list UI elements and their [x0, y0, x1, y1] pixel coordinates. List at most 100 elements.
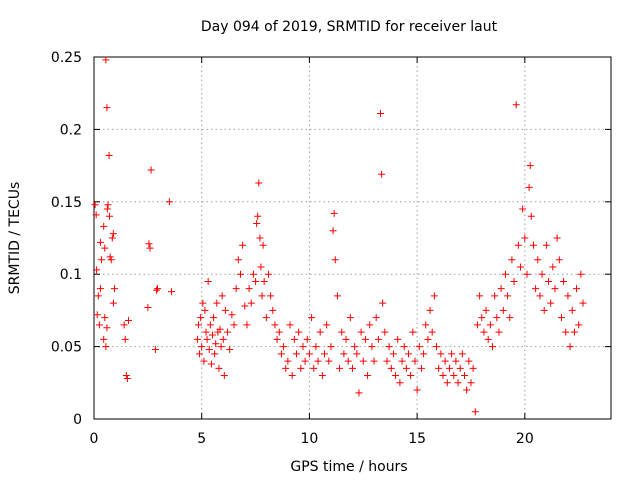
data-point	[331, 256, 339, 264]
data-point	[545, 277, 553, 285]
x-tick-label: 0	[90, 431, 99, 447]
data-point	[93, 311, 101, 319]
data-point	[284, 357, 292, 365]
data-point	[273, 335, 281, 343]
data-point	[208, 331, 216, 339]
data-point	[282, 364, 290, 372]
data-point	[197, 314, 205, 322]
data-point	[389, 350, 397, 358]
data-point	[534, 256, 542, 264]
data-point	[323, 321, 331, 329]
data-point	[107, 256, 115, 264]
data-point	[564, 292, 572, 300]
data-point	[450, 372, 458, 380]
data-point	[310, 364, 318, 372]
data-point	[200, 357, 208, 365]
data-point	[330, 209, 338, 217]
data-point	[144, 304, 152, 312]
data-point	[316, 328, 324, 336]
data-point	[383, 357, 391, 365]
data-point	[312, 343, 320, 351]
data-point	[252, 277, 260, 285]
data-point	[482, 306, 490, 314]
data-point	[94, 292, 102, 300]
data-point	[361, 335, 369, 343]
data-point	[226, 345, 234, 353]
data-point	[154, 285, 162, 293]
data-point	[372, 314, 380, 322]
data-point	[366, 321, 374, 329]
x-tick-label: 20	[516, 431, 534, 447]
data-point	[486, 321, 494, 329]
data-point	[357, 328, 365, 336]
data-point	[91, 201, 99, 209]
chart-title: Day 094 of 2019, SRMTID for receiver lau…	[201, 19, 498, 35]
data-point	[303, 335, 311, 343]
data-point	[417, 364, 425, 372]
data-point	[105, 151, 113, 159]
data-point	[103, 104, 111, 112]
data-point	[152, 286, 160, 294]
data-point	[106, 253, 114, 261]
data-point	[489, 343, 497, 351]
data-point	[213, 299, 221, 307]
data-point	[329, 227, 337, 235]
data-point	[211, 350, 219, 358]
data-point	[512, 101, 520, 109]
data-point	[318, 372, 326, 380]
data-point	[570, 328, 578, 336]
data-point	[349, 364, 356, 372]
data-point	[402, 364, 410, 372]
data-point	[262, 314, 270, 322]
data-point	[202, 328, 210, 336]
data-points	[91, 56, 587, 416]
data-point	[478, 314, 486, 322]
data-point	[193, 335, 201, 343]
data-point	[254, 212, 262, 220]
data-point	[122, 372, 130, 380]
data-point	[96, 285, 104, 293]
data-point	[476, 292, 484, 300]
data-point	[104, 201, 112, 209]
data-point	[467, 379, 475, 387]
data-point	[465, 357, 473, 365]
data-point	[232, 285, 240, 293]
data-point	[215, 364, 223, 372]
data-point	[378, 170, 386, 178]
data-point	[269, 306, 277, 314]
data-point	[297, 364, 305, 372]
data-point	[407, 372, 415, 380]
data-point	[241, 302, 249, 310]
data-point	[205, 345, 213, 353]
data-point	[257, 263, 265, 271]
data-point	[101, 314, 109, 322]
data-point	[523, 270, 531, 278]
y-tick-label: 0	[73, 412, 82, 428]
data-point	[510, 277, 518, 285]
data-point	[424, 335, 432, 343]
data-point	[336, 364, 344, 372]
data-point	[199, 299, 207, 307]
data-point	[405, 350, 413, 358]
data-point	[454, 379, 462, 387]
data-point	[256, 234, 264, 242]
data-point	[110, 285, 118, 293]
data-point	[568, 306, 576, 314]
data-point	[308, 314, 316, 322]
data-point	[280, 343, 288, 351]
data-point	[448, 350, 456, 358]
y-tick-label: 0.05	[51, 340, 82, 356]
data-point	[458, 350, 466, 358]
data-point	[247, 299, 255, 307]
data-point	[525, 183, 533, 191]
data-point	[340, 350, 348, 358]
data-point	[305, 350, 313, 358]
data-point	[124, 317, 132, 325]
data-point	[245, 285, 253, 293]
data-point	[301, 357, 309, 365]
x-tick-label: 10	[301, 431, 319, 447]
data-point	[549, 263, 557, 271]
data-point	[249, 270, 257, 278]
data-point	[508, 256, 516, 264]
